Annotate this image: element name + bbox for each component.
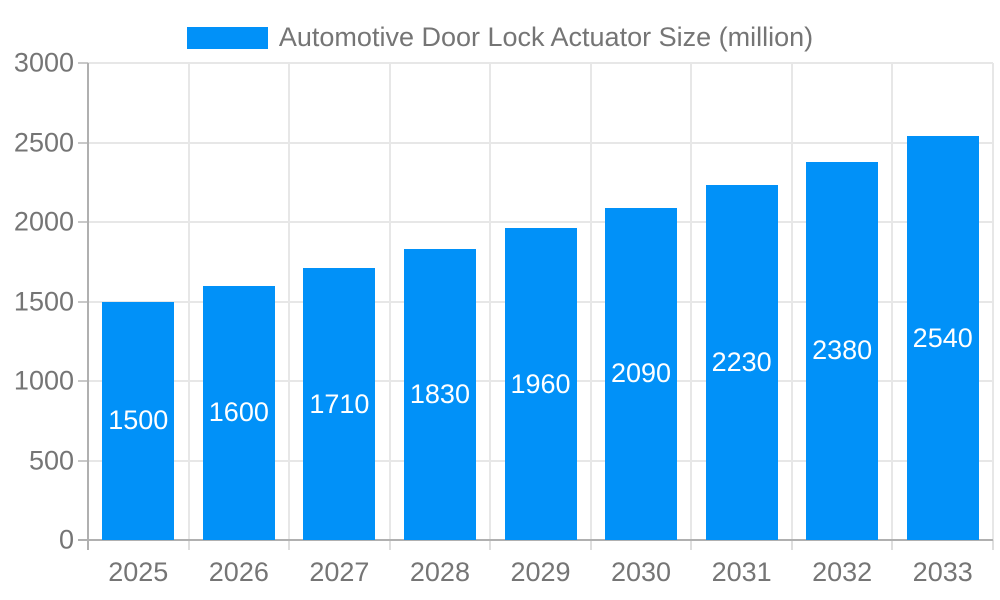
gridline-vertical [388, 63, 391, 540]
y-axis-tick [78, 300, 88, 303]
bar-value-label: 1600 [208, 397, 269, 428]
y-axis-tick [78, 221, 88, 223]
gridline-vertical [891, 63, 894, 540]
bar-value-label: 1710 [309, 388, 370, 419]
y-axis [87, 63, 89, 550]
x-axis-label: 2025 [108, 557, 169, 587]
y-axis-label: 3000 [13, 47, 74, 78]
x-axis-label: 2026 [208, 557, 269, 587]
y-axis-tick [78, 141, 88, 144]
bar-2028[interactable]: 1830 [403, 249, 476, 540]
x-axis-label: 2033 [912, 557, 973, 587]
gridline-vertical [690, 63, 693, 540]
y-axis-label: 2000 [13, 206, 74, 237]
bar-value-label: 2540 [912, 322, 973, 353]
x-axis-tick [690, 540, 693, 550]
gridline-horizontal [88, 141, 993, 144]
x-axis-tick [589, 540, 592, 550]
x-axis-label: 2027 [309, 557, 370, 587]
y-axis-label: 2500 [13, 127, 74, 157]
x-axis-tick [891, 540, 894, 550]
bar-2025[interactable]: 1500 [102, 301, 175, 540]
y-axis-tick [78, 62, 88, 64]
bar-value-label: 1960 [510, 368, 571, 399]
bar-2026[interactable]: 1600 [202, 285, 275, 540]
x-axis-label: 2029 [510, 557, 571, 587]
x-axis-tick [790, 540, 793, 550]
x-axis-tick [288, 540, 291, 550]
y-axis-label: 500 [28, 445, 74, 475]
gridline-vertical [288, 63, 291, 540]
bar-2029[interactable]: 1960 [504, 228, 577, 540]
y-axis-label: 0 [58, 524, 74, 555]
legend-swatch-icon [186, 26, 268, 49]
bar-2027[interactable]: 1710 [303, 268, 376, 540]
bar-2033[interactable]: 2540 [906, 136, 979, 540]
gridline-vertical [187, 63, 190, 540]
x-axis-tick [489, 540, 492, 550]
gridline-vertical [589, 63, 592, 540]
y-axis-label: 1500 [13, 286, 74, 316]
x-axis-label: 2031 [711, 557, 772, 587]
legend-label: Automotive Door Lock Actuator Size (mill… [278, 22, 814, 52]
bar-value-label: 2090 [611, 358, 672, 389]
bar-value-label: 2380 [812, 335, 873, 366]
gridline-vertical [992, 63, 994, 540]
bar-2032[interactable]: 2380 [806, 161, 879, 540]
x-axis-tick [992, 540, 994, 550]
x-axis [78, 539, 993, 541]
gridline-horizontal [88, 221, 993, 223]
legend-item[interactable]: Automotive Door Lock Actuator Size (mill… [0, 22, 1000, 53]
y-axis-label: 1000 [13, 365, 74, 396]
x-axis-label: 2028 [409, 557, 470, 587]
y-axis-tick [78, 380, 88, 382]
bar-2030[interactable]: 2090 [605, 207, 678, 540]
x-axis-label: 2032 [812, 557, 873, 587]
y-axis-tick [78, 459, 88, 462]
bar-value-label: 1830 [409, 379, 470, 409]
gridline-vertical [489, 63, 492, 540]
x-axis-label: 2030 [611, 557, 672, 587]
bar-2031[interactable]: 2230 [705, 185, 778, 540]
x-axis-tick [187, 540, 190, 550]
bar-value-label: 2230 [711, 347, 772, 378]
gridline-horizontal [88, 62, 993, 64]
x-axis-tick [388, 540, 391, 550]
gridline-vertical [790, 63, 793, 540]
bar-value-label: 1500 [108, 405, 169, 436]
